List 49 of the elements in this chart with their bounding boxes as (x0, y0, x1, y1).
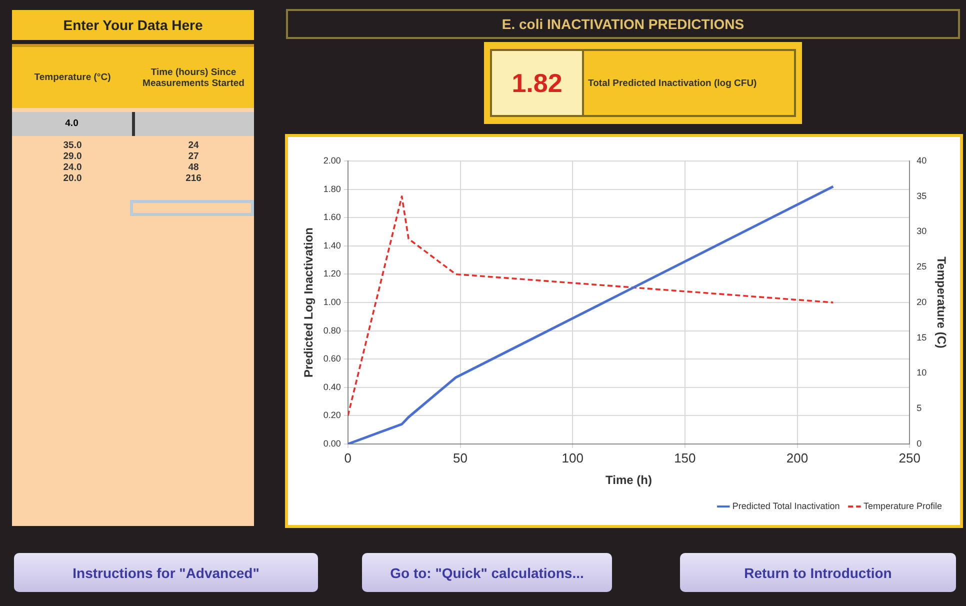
x-axis-title: Time (h) (606, 473, 652, 488)
y-tick-label: 0.40 (323, 382, 341, 392)
y2-tick-label: 30 (916, 226, 927, 236)
legend-label: Predicted Total Inactivation (732, 500, 840, 511)
y2-axis-title: Temperature (C) (934, 256, 948, 348)
text: Total Predicted Inactivation (log CFU) (587, 76, 758, 90)
text: Time (hours) Since Measurements Started (142, 66, 246, 90)
y2-tick-label: 5 (916, 403, 922, 414)
y-axis-title: Predicted Log Inactivation (302, 227, 316, 378)
y-tick-label: 0.80 (323, 325, 341, 336)
text: 48 (187, 162, 200, 173)
text: Instructions for "Advanced" (14, 553, 318, 592)
y2-tick-label: 35 (916, 190, 927, 201)
text: 20.0 (62, 173, 83, 184)
y-tick-label: 1.80 (323, 184, 341, 194)
y-tick-label: 1.60 (323, 212, 341, 222)
legend-label: Temperature Profile (863, 500, 942, 511)
x-tick-label: 50 (453, 450, 468, 466)
x-tick-label: 150 (674, 450, 696, 466)
text: 35.0 (62, 140, 83, 151)
chart-title: E. coli INACTIVATION PREDICTIONS (286, 9, 960, 39)
y2-tick-label: 15 (916, 332, 927, 342)
y-tick-label: 1.20 (323, 268, 341, 279)
x-tick-label: 100 (562, 450, 584, 466)
x-tick-label: 250 (898, 450, 920, 466)
text: 29.0 (62, 151, 83, 162)
text: 4.0 (64, 117, 80, 131)
y-tick-label: 1.40 (323, 240, 341, 250)
y-tick-label: 0.60 (323, 354, 341, 364)
text: 27 (187, 151, 200, 162)
text: 24 (187, 140, 200, 151)
text: 24.0 (62, 162, 83, 173)
text: Return to Introduction (680, 553, 956, 592)
x-tick-label: 200 (786, 450, 808, 466)
text: Temperature (°C) (33, 71, 112, 85)
y2-tick-label: 40 (916, 155, 927, 166)
text: 1.82 (492, 51, 584, 115)
y-tick-label: 0.20 (323, 410, 341, 420)
y-tick-label: 1.00 (323, 296, 341, 307)
y2-tick-label: 0 (916, 438, 922, 448)
text: 216 (184, 173, 202, 184)
y-tick-label: 0.00 (323, 438, 341, 448)
x-tick-label: 0 (344, 450, 352, 466)
y2-tick-label: 20 (916, 296, 927, 307)
y-tick-label: 2.00 (323, 155, 341, 166)
y2-tick-label: 10 (916, 368, 927, 378)
text: Enter Your Data Here (12, 10, 254, 40)
text: Go to: "Quick" calculations... (362, 553, 612, 592)
y2-tick-label: 25 (916, 262, 927, 272)
